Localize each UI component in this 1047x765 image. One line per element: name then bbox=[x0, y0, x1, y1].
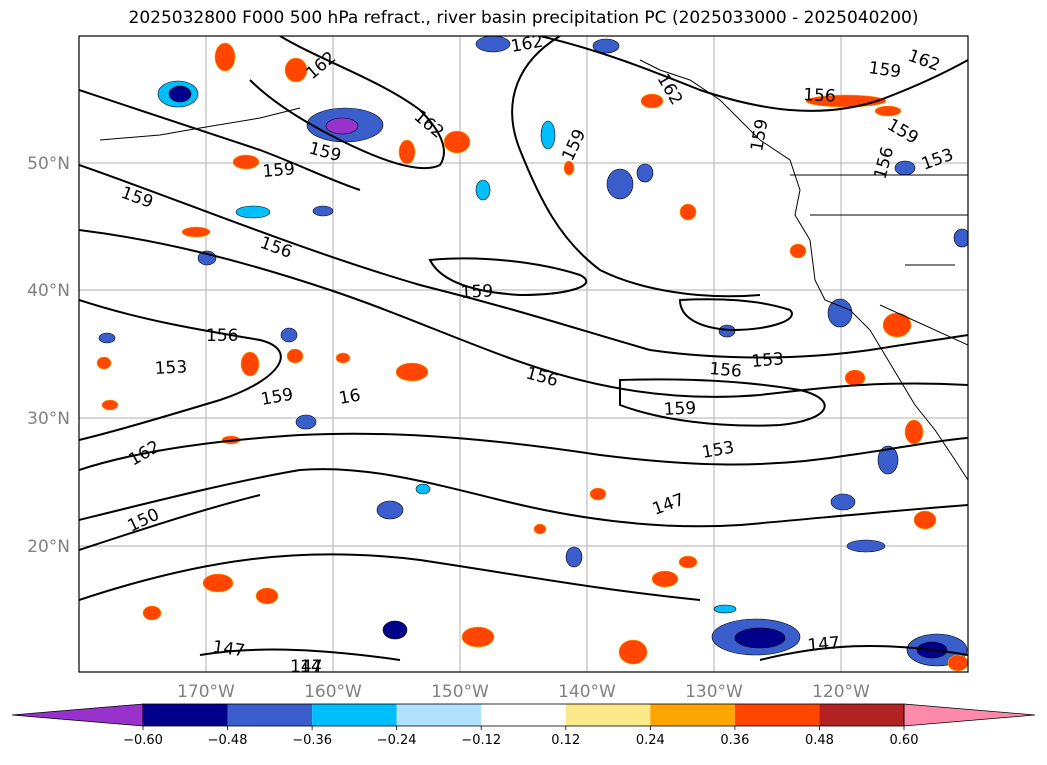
contour-label: 156 bbox=[206, 326, 238, 346]
colorbar-tick-label: 0.12 bbox=[551, 733, 580, 748]
colorbar-tick-label: −0.60 bbox=[123, 733, 163, 748]
lon-tick-label: 130°W bbox=[685, 682, 743, 702]
colorbar-tick-label: −0.24 bbox=[377, 733, 417, 748]
colorbar-outline bbox=[142, 703, 905, 727]
colorbar-tick-label: 0.48 bbox=[805, 733, 834, 748]
lon-tick-label: 150°W bbox=[431, 682, 489, 702]
lat-tick-label: 40°N bbox=[27, 281, 70, 301]
height-contours bbox=[79, 36, 968, 661]
contour-label: 14 bbox=[300, 657, 322, 677]
map-border bbox=[78, 35, 969, 673]
map-title: 2025032800 F000 500 hPa refract., river … bbox=[128, 8, 919, 28]
colorbar-tick-label: −0.48 bbox=[208, 733, 248, 748]
colorbar-segment bbox=[312, 704, 397, 726]
contour-label: 153 bbox=[751, 349, 785, 372]
colorbar-segment bbox=[650, 704, 735, 726]
lon-tick-labels: 170°W 160°W 150°W 140°W 130°W 120°W bbox=[177, 682, 870, 702]
contour-label: 159 bbox=[460, 281, 493, 303]
graticule bbox=[79, 36, 968, 672]
colorbar: −0.60 −0.48 −0.36 −0.24 −0.12 0.12 0.24 0.36 0.4… bbox=[11, 703, 1036, 748]
contour-label: 162 bbox=[509, 32, 544, 57]
colorbar-segment bbox=[565, 704, 651, 726]
contour-label: 156 bbox=[709, 359, 743, 382]
colorbar-segment bbox=[396, 704, 482, 726]
contour-label: 159 bbox=[867, 58, 902, 82]
coastlines bbox=[99, 59, 968, 481]
map-plot-area bbox=[79, 36, 968, 672]
contour-label: 147 bbox=[211, 637, 246, 661]
colorbar-tick-label: 0.36 bbox=[720, 733, 749, 748]
contour-label: 159 bbox=[663, 398, 696, 420]
contour-label: 147 bbox=[807, 633, 841, 656]
colorbar-segment bbox=[227, 704, 313, 726]
colorbar-segment bbox=[481, 704, 566, 726]
contour-label: 16 bbox=[337, 385, 362, 408]
contour-label: 159 bbox=[262, 159, 296, 182]
contour-label: 156 bbox=[803, 85, 836, 107]
lon-tick-label: 140°W bbox=[558, 682, 616, 702]
colorbar-extend-max bbox=[903, 703, 1036, 727]
colorbar-segment bbox=[143, 704, 228, 726]
colorbar-tick-label: −0.12 bbox=[461, 733, 501, 748]
lat-tick-label: 30°N bbox=[27, 409, 70, 429]
lon-tick-label: 120°W bbox=[812, 682, 870, 702]
colorbar-tick-label: −0.36 bbox=[292, 733, 332, 748]
lat-tick-label: 50°N bbox=[27, 154, 70, 174]
lon-tick-label: 160°W bbox=[304, 682, 362, 702]
colorbar-extend-min bbox=[11, 703, 144, 727]
contour-label: 153 bbox=[154, 357, 187, 379]
colorbar-tick-label: 0.24 bbox=[636, 733, 665, 748]
lat-tick-labels: 50°N 40°N 30°N 20°N bbox=[27, 154, 70, 557]
colorbar-segment bbox=[734, 704, 820, 726]
contour-label: 147 bbox=[290, 657, 322, 677]
colorbar-segment bbox=[819, 704, 904, 726]
lat-tick-label: 20°N bbox=[27, 537, 70, 557]
colorbar-tick-label: 0.60 bbox=[890, 733, 919, 748]
lon-tick-label: 170°W bbox=[177, 682, 235, 702]
